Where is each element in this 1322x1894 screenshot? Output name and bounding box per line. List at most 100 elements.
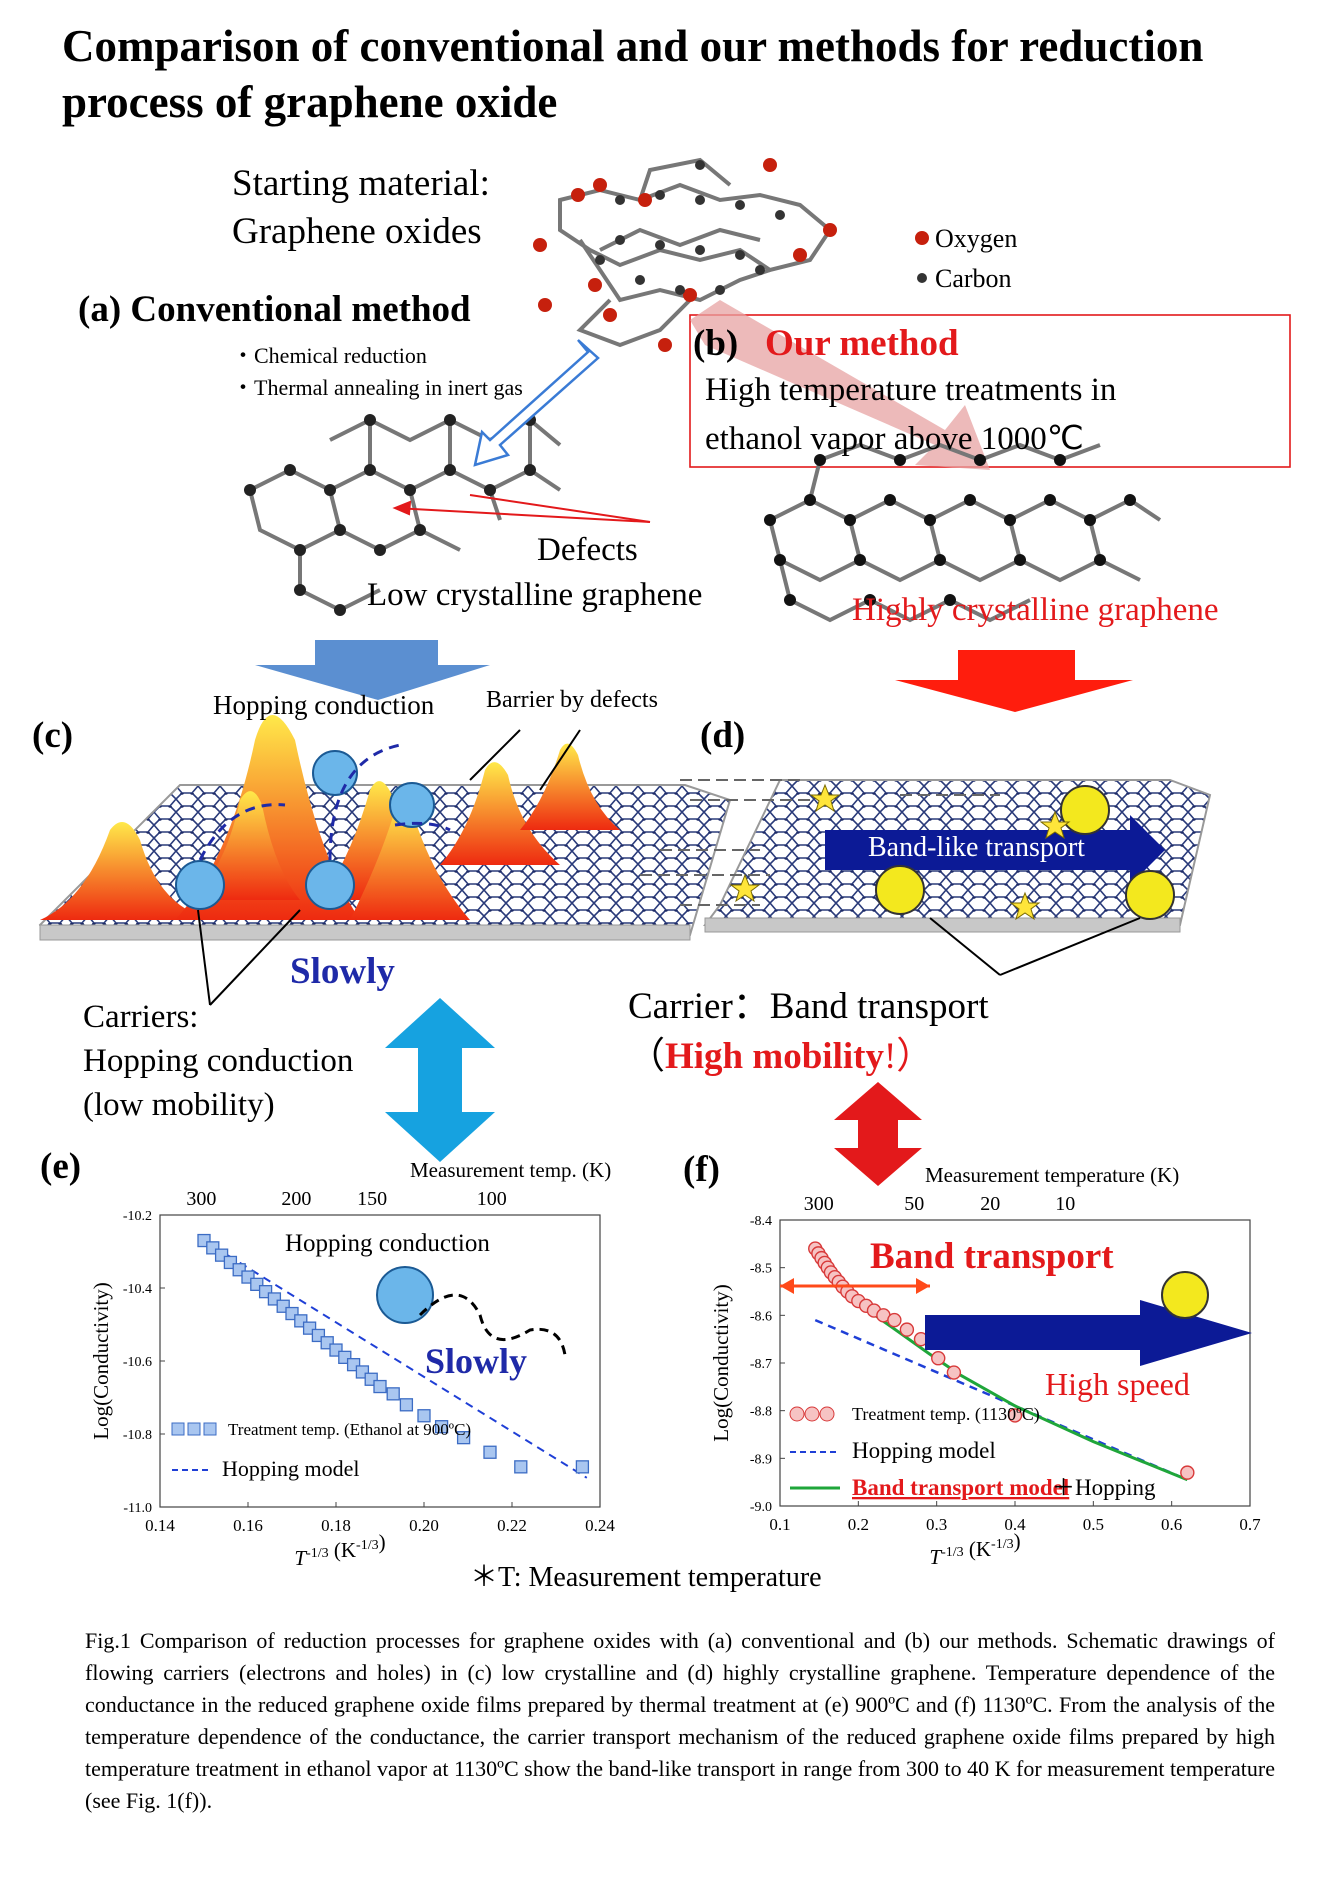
annotation-band: Band transport: [870, 1236, 1114, 1277]
carrier-pointer-1: [197, 909, 211, 1006]
starting-material: Starting material: Graphene oxides: [232, 160, 490, 256]
legend-carbon: Carbon: [935, 264, 1012, 293]
x-tick-label: 0.4: [1004, 1515, 1026, 1534]
chart-f: 0.1 0.2 0.3 0.4 0.5 0.6 0.7 -8.4 -8.5 -8.6 -8.7 -8.…: [709, 1163, 1261, 1569]
legend-series-3: Band transport model: [852, 1475, 1069, 1500]
x-tick-label: 0.6: [1161, 1515, 1182, 1534]
panel-b-label: (b): [693, 323, 739, 364]
x-tick-label: 0.24: [585, 1516, 615, 1535]
high-crystalline-label: Highly crystalline graphene: [852, 592, 1219, 628]
speed-lines: [640, 779, 1000, 906]
data-point: [946, 1365, 962, 1380]
carriers-text: Carriers: Hopping conduction (low mobili…: [83, 995, 353, 1127]
band-carriers: [875, 785, 1175, 920]
panel-a-bullet-1: ・Chemical reduction: [232, 343, 427, 368]
panel-e-label: (e): [40, 1146, 82, 1187]
carrier-pointer-2: [209, 909, 301, 1006]
data-point: [386, 1387, 400, 1401]
legend-series-2: Hopping model: [222, 1456, 360, 1481]
x-tick-label: 0.14: [145, 1516, 175, 1535]
top-tick-label: 10: [1055, 1193, 1075, 1215]
oxygen-atoms: [533, 158, 837, 352]
annotation-speed: High speed: [1045, 1366, 1190, 1402]
mobility-open-paren: （: [628, 1036, 665, 1077]
y-tick-label: -8.7: [750, 1357, 772, 1372]
y-tick-label: -8.9: [750, 1452, 772, 1467]
carrier-icon: [1161, 1271, 1209, 1319]
y-tick-label: -10.2: [123, 1209, 152, 1224]
data-point: [417, 1409, 431, 1423]
top-tick-label: 20: [980, 1193, 1000, 1215]
data-point: [456, 1430, 471, 1445]
y-tick-label: -8.5: [750, 1262, 772, 1277]
starting-line-1: Starting material:: [232, 163, 490, 204]
x-axis-label: T-1/3 (K-1/3): [929, 1529, 1020, 1569]
band-like-transport-label: Band-like transport: [868, 832, 1085, 863]
legend-marker: [819, 1406, 835, 1422]
data-point: [1007, 1408, 1023, 1423]
band-pointer-1: [929, 917, 1001, 976]
legend-marker: [804, 1406, 820, 1422]
x-tick-label: 0.7: [1239, 1515, 1261, 1534]
hopping-path: [198, 743, 451, 861]
y-tick-label: -9.0: [750, 1500, 772, 1515]
panel-b-heading: Our method: [765, 323, 959, 364]
data-point: [434, 1420, 449, 1434]
annotation-slowly: Slowly: [425, 1341, 527, 1381]
to-our-method-arrow: [690, 300, 990, 470]
hopping-model-line: [203, 1239, 588, 1479]
x-tick-label: 0.5: [1083, 1515, 1104, 1534]
down-arrow-red: [895, 650, 1133, 712]
legend-marker: [789, 1406, 805, 1422]
figure-caption: Fig.1 Comparison of reduction processes …: [85, 1628, 1275, 1813]
y-tick-label: -10.6: [123, 1355, 152, 1370]
x-tick-label: 0.2: [848, 1515, 869, 1534]
y-tick-label: -10.8: [123, 1428, 152, 1443]
x-tick-label: 0.22: [497, 1516, 527, 1535]
y-tick-label: -10.4: [123, 1282, 152, 1297]
high-speed-arrow: [925, 1300, 1252, 1366]
mobility-close: !）: [883, 1036, 934, 1077]
starting-line-2: Graphene oxides: [232, 211, 482, 252]
x-tick-label: 0.20: [409, 1516, 439, 1535]
double-arrow-blue: [385, 998, 495, 1162]
barrier-label: Barrier by defects: [486, 687, 658, 713]
top-axis-label: Measurement temp. (K): [410, 1158, 611, 1182]
y-axis-label: Log(Conductivity): [709, 1284, 733, 1441]
hopping-conduction-label: Hopping conduction: [213, 690, 435, 720]
band-range-head-left: [780, 1278, 794, 1294]
legend-series-3-suffix: ＋Hopping: [1052, 1475, 1156, 1500]
high-mobility: （High mobility!）: [628, 1025, 933, 1079]
carrier-icon: [376, 1266, 434, 1324]
top-tick-label: 300: [804, 1193, 834, 1215]
oxygen-legend-dot: [915, 231, 929, 245]
y-tick-label: -8.8: [750, 1405, 772, 1420]
low-crystalline-label: Low crystalline graphene: [367, 577, 703, 613]
data-point: [931, 1351, 946, 1366]
barrier-pointer-2: [539, 729, 581, 791]
top-tick-label: 100: [477, 1188, 507, 1210]
carriers-line-2: Hopping conduction: [83, 1043, 354, 1079]
x-axis-label: T-1/3 (K-1/3): [294, 1530, 385, 1570]
data-point: [399, 1398, 414, 1412]
mobility-bold: High mobility: [665, 1036, 884, 1077]
data-point: [514, 1460, 528, 1474]
defects-label: Defects: [537, 532, 638, 568]
legend-oxygen: Oxygen: [935, 224, 1018, 253]
legend-marker: [203, 1422, 217, 1436]
legend-series-1: Treatment temp. (Ethanol at 900ºC): [228, 1420, 471, 1439]
chart-e: 0.14 0.16 0.18 0.20 0.22 0.24 -10.2 -10.4 -10.6 -…: [89, 1158, 615, 1570]
defect-arrows: [392, 494, 651, 523]
y-tick-label: -11.0: [123, 1501, 152, 1516]
panel-b-desc-1: High temperature treatments in: [705, 372, 1117, 408]
legend-series-1: Treatment temp. (1130ºC): [852, 1404, 1040, 1425]
double-arrow-red: [834, 1082, 922, 1186]
top-tick-label: 50: [904, 1193, 924, 1215]
stars: [729, 783, 1071, 921]
graphene-oxide-molecule: [558, 157, 833, 348]
page-title: Comparison of conventional and our metho…: [62, 21, 1204, 127]
legend-series-2: Hopping model: [852, 1438, 996, 1463]
carriers-line-3: (low mobility): [83, 1087, 275, 1123]
top-tick-label: 300: [186, 1188, 216, 1210]
